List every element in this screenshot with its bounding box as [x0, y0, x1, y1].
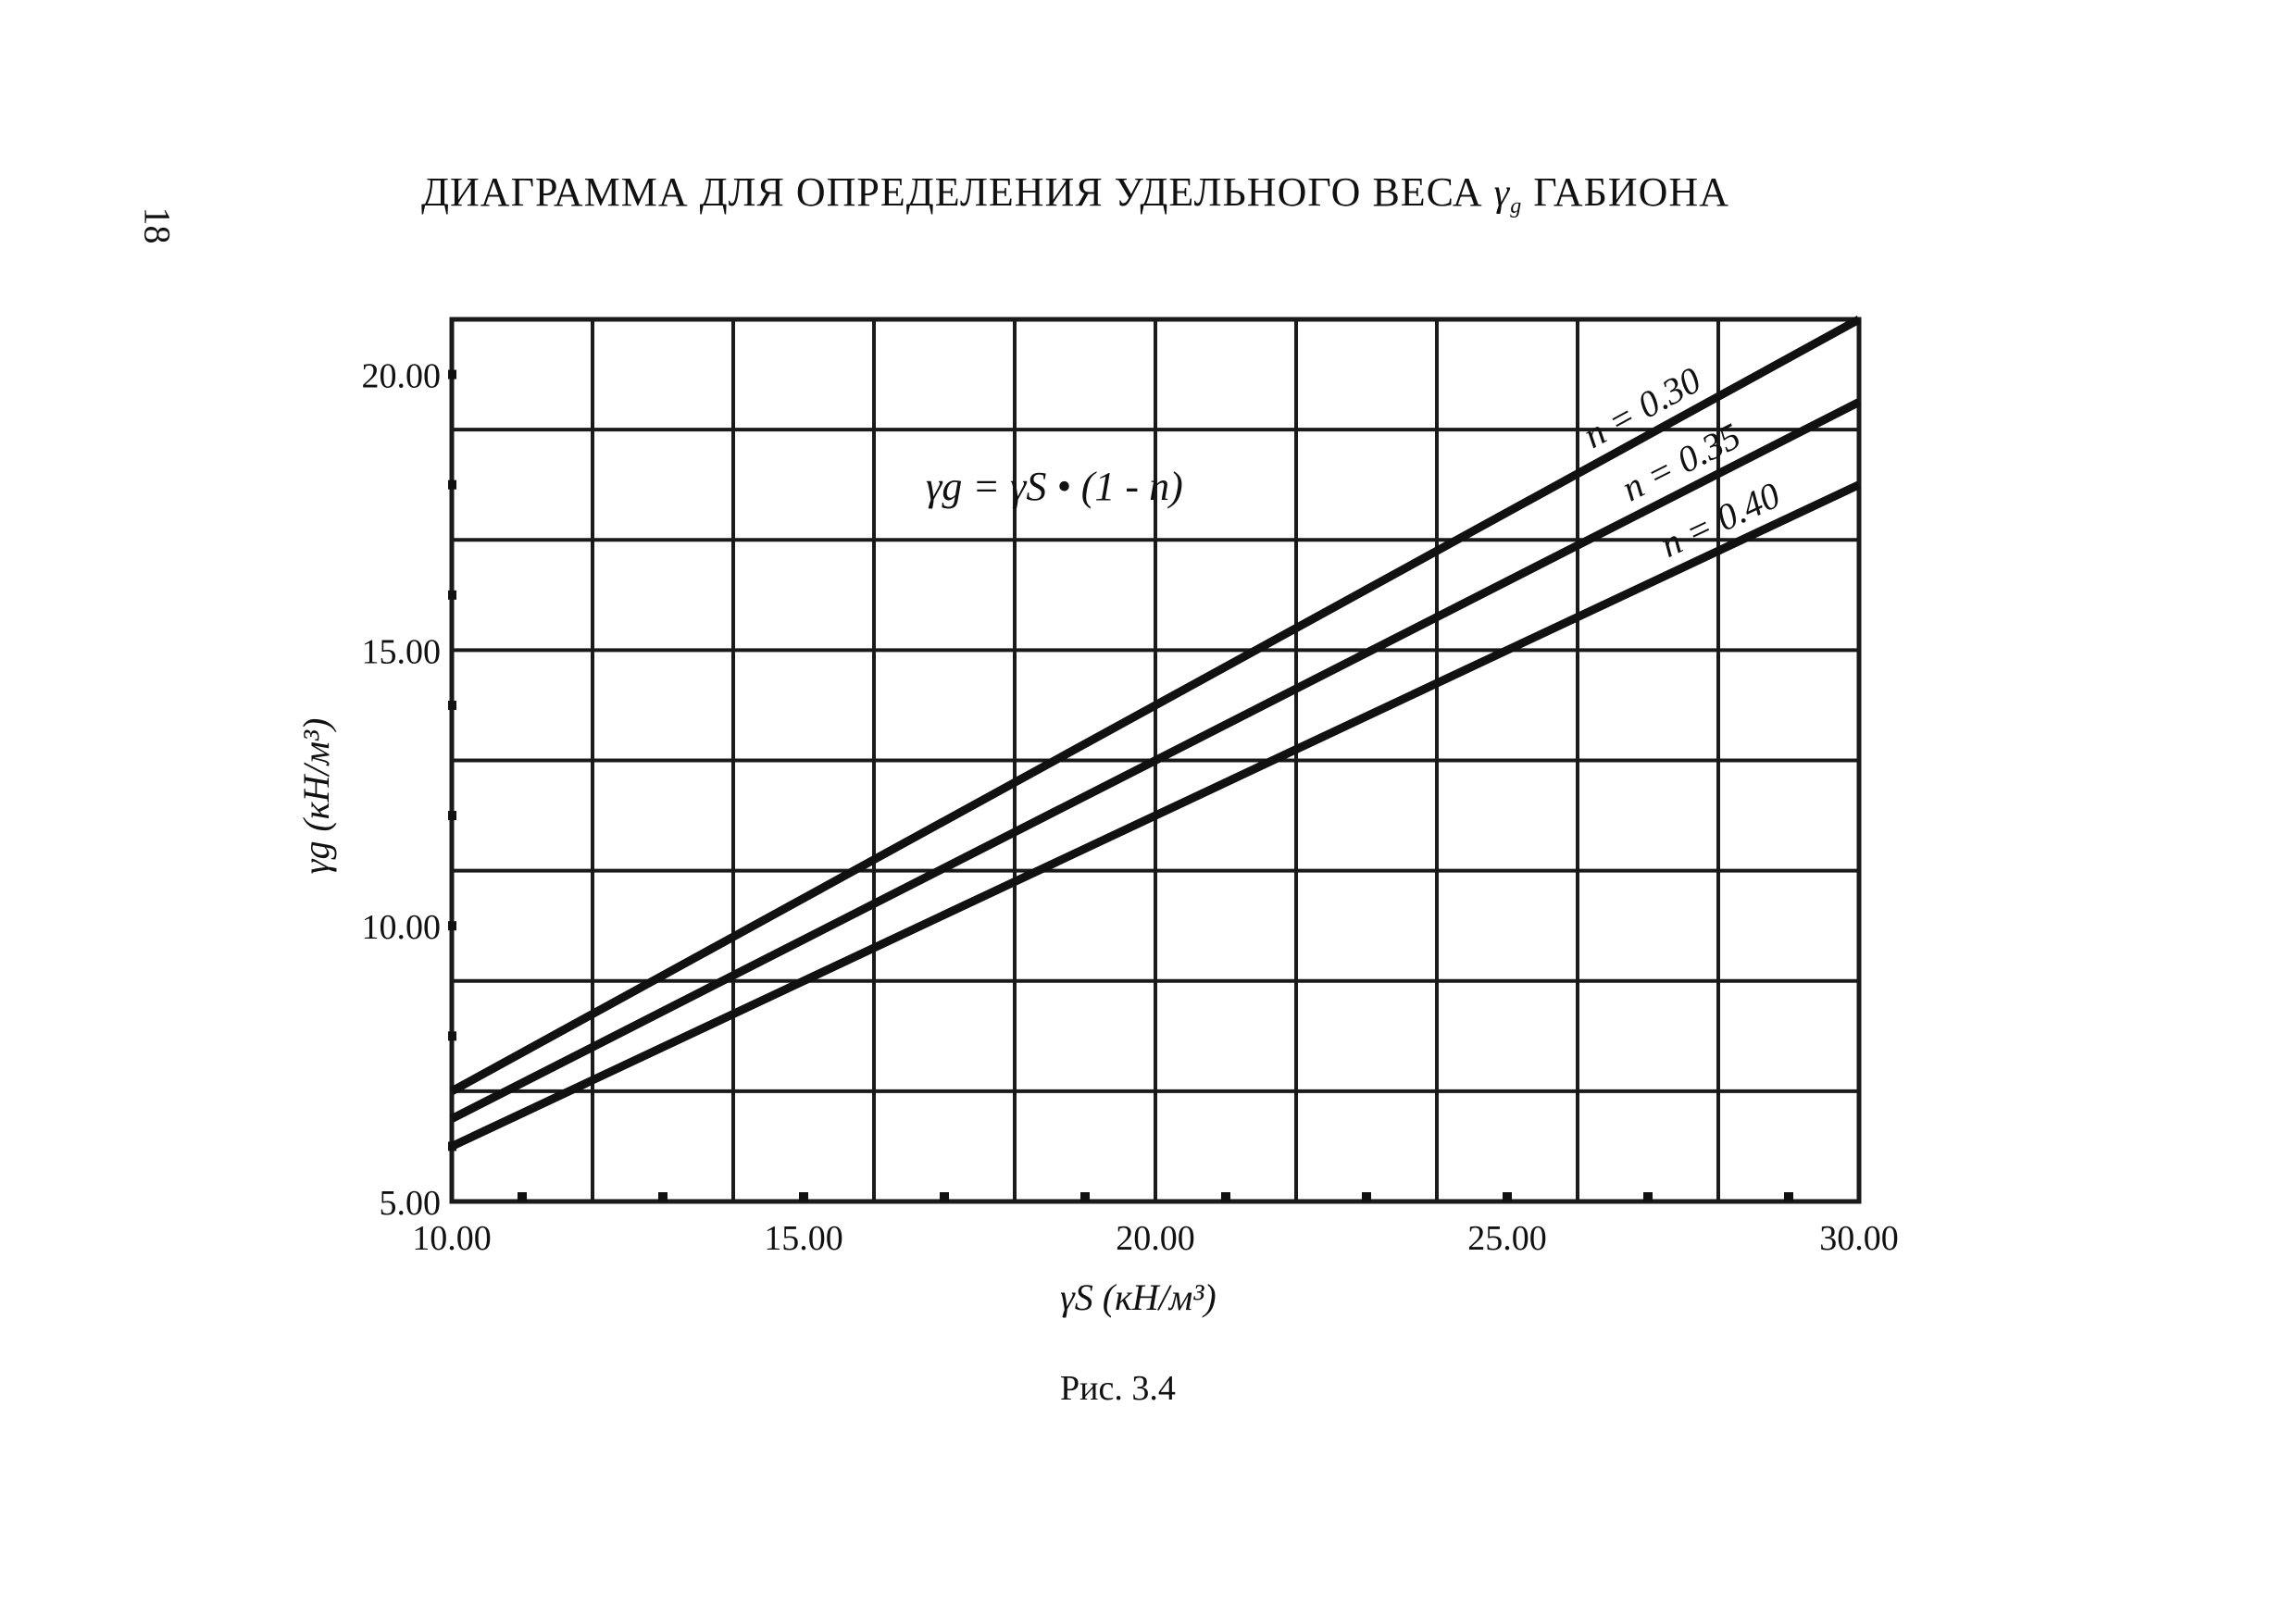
title-symbol: γ — [1493, 172, 1511, 215]
x-minor-tick — [1503, 1192, 1512, 1201]
title-symbol-sub: g — [1510, 194, 1523, 218]
x-minor-tick — [799, 1192, 808, 1201]
y-minor-tick — [448, 1031, 456, 1041]
x-tick-label: 10.00 — [412, 1219, 492, 1258]
x-tick-label: 20.00 — [1116, 1219, 1195, 1258]
x-minor-tick — [658, 1192, 668, 1201]
y-minor-tick — [448, 369, 456, 380]
page-title: ДИАГРАММА ДЛЯ ОПРЕДЕЛЕНИЯ УДЕЛЬНОГО ВЕСА… — [421, 168, 1729, 219]
plot-frame — [449, 317, 1862, 1204]
y-tick-label: 20.00 — [362, 357, 442, 396]
series-line — [450, 480, 1861, 1151]
title-suffix: ГАБИОНА — [1533, 169, 1729, 215]
x-tick-label: 30.00 — [1819, 1219, 1899, 1258]
y-minor-tick — [448, 479, 456, 490]
tick-labels: 10.00 15.00 20.00 25.00 30.005.0010.0015.002… — [362, 357, 1899, 1258]
x-tick-label: 25.00 — [1467, 1219, 1547, 1258]
x-axis-label: γS (кН/м³) — [1060, 1276, 1217, 1318]
y-minor-tick — [448, 921, 456, 931]
x-minor-tick — [1221, 1192, 1230, 1201]
y-minor-tick — [448, 590, 456, 600]
x-minor-tick — [1362, 1192, 1371, 1201]
y-tick-label: 10.00 — [362, 908, 442, 947]
figure-caption: Рис. 3.4 — [1060, 1369, 1176, 1408]
y-tick-label: 5.00 — [380, 1184, 442, 1223]
series-line — [449, 316, 1862, 1095]
x-minor-tick — [1080, 1192, 1090, 1201]
x-minor-tick — [1784, 1192, 1793, 1201]
series-line — [449, 398, 1862, 1123]
y-minor-tick — [448, 700, 456, 710]
x-minor-tick — [518, 1192, 527, 1201]
title-prefix: ДИАГРАММА ДЛЯ ОПРЕДЕЛЕНИЯ УДЕЛЬНОГО ВЕСА — [421, 169, 1483, 215]
x-tick-label: 15.00 — [764, 1219, 843, 1258]
y-tick-label: 15.00 — [362, 632, 442, 671]
grid — [448, 317, 1862, 1204]
y-axis-label: γg (кН/м³) — [295, 718, 337, 875]
formula-label: γg = γS • (1 - n) — [926, 464, 1183, 509]
y-minor-tick — [448, 811, 456, 821]
x-minor-tick — [940, 1192, 949, 1201]
x-minor-tick — [1643, 1192, 1653, 1201]
